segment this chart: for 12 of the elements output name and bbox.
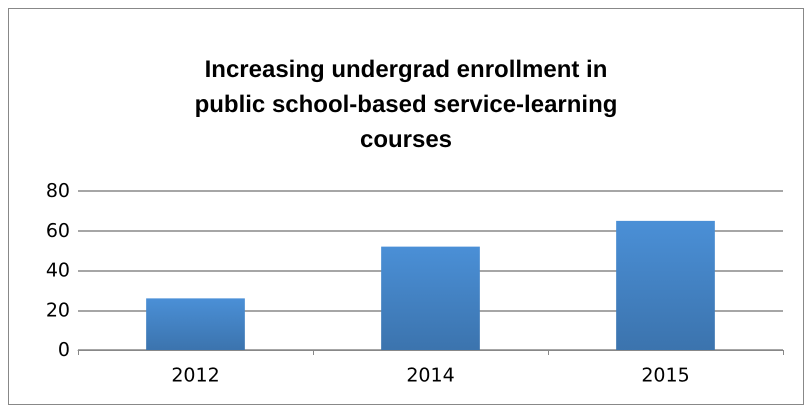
- y-tick-label: 80: [46, 180, 70, 202]
- chart-title: Increasing undergrad enrollment in public school-based service-learning courses: [194, 56, 618, 153]
- bar: [381, 246, 480, 350]
- y-tick-label: 0: [58, 339, 70, 361]
- y-tick-label: 60: [46, 220, 70, 242]
- bar: [146, 298, 245, 350]
- x-tick-label: 2012: [171, 364, 220, 386]
- x-tick-label: 2014: [406, 364, 455, 386]
- bar: [616, 220, 715, 350]
- y-tick-label: 20: [46, 299, 70, 322]
- x-tick-label: 2015: [641, 364, 690, 386]
- y-tick-label: 40: [46, 260, 70, 282]
